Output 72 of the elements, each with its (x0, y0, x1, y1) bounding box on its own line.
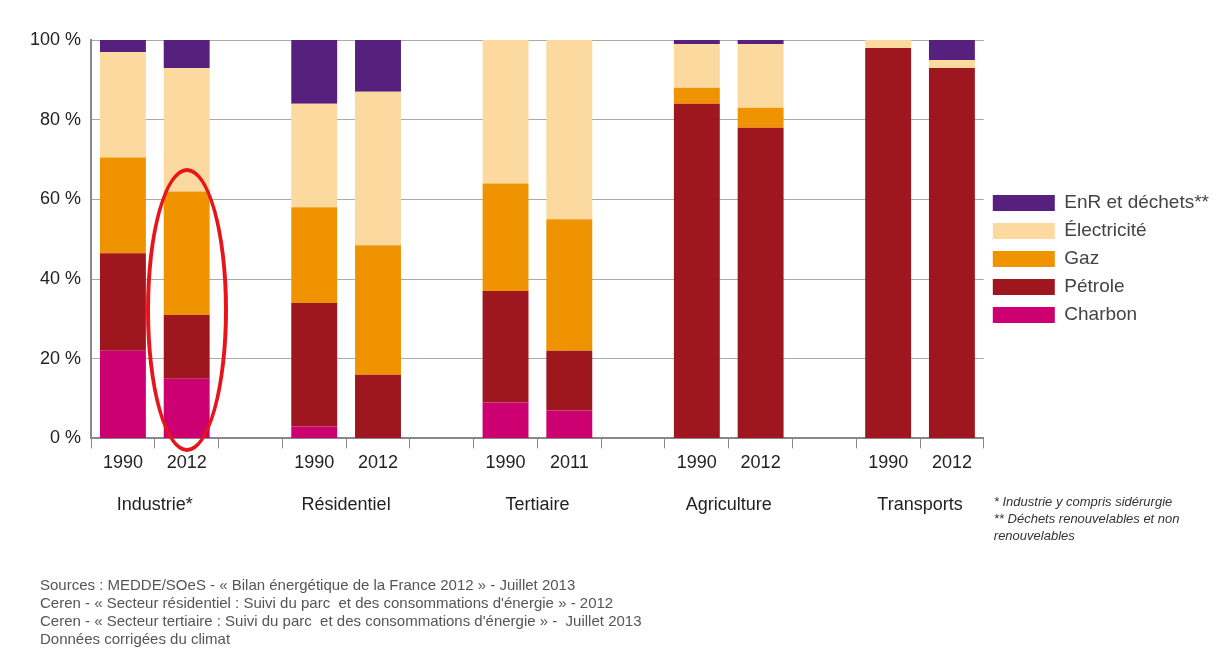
bar (99, 40, 146, 52)
bar (163, 191, 210, 315)
y-tick-label: 0 % (50, 427, 82, 448)
bar (99, 51, 146, 158)
legend-label: EnR et déchets** (1064, 191, 1210, 213)
y-tick-label: 80 % (40, 108, 82, 129)
legend-label: Pétrole (1064, 275, 1125, 297)
bar (928, 40, 975, 60)
y-tick-label: 100 % (29, 28, 82, 49)
bar (546, 350, 593, 411)
bar (291, 207, 338, 303)
y-tick-label: 20 % (40, 347, 82, 368)
x-tick-label: 2012 (740, 452, 781, 473)
source-note: Sources : MEDDE/SOeS - « Bilan énergétique de la France 2012 » - Juillet 2013 (40, 576, 576, 594)
bar (482, 402, 529, 438)
bar (482, 40, 529, 184)
legend-label: Électricité (1064, 219, 1147, 241)
text: Résidentiel (301, 494, 391, 515)
bar (673, 87, 720, 104)
x-tick-label: 2012 (931, 452, 972, 473)
bar (673, 40, 720, 44)
y-tick-label: 60 % (40, 188, 82, 209)
text: Transports (877, 494, 963, 515)
bar (482, 290, 529, 403)
x-tick-label: 1990 (676, 452, 717, 473)
legend-label: Gaz (1064, 247, 1100, 269)
x-tick-label: 1990 (294, 452, 335, 473)
x-tick-label: 1990 (485, 452, 526, 473)
bar (291, 40, 338, 104)
bar (355, 91, 401, 246)
x-tick-label: 1990 (102, 452, 143, 473)
bar (737, 127, 784, 438)
bar (163, 40, 210, 68)
bar (928, 67, 975, 438)
bar (482, 183, 529, 291)
bar (928, 59, 975, 68)
x-tick-label: 2012 (166, 452, 207, 473)
text: Données corrigées du climat (40, 630, 231, 648)
legend-label: Charbon (1064, 303, 1138, 325)
bar (163, 314, 210, 379)
bar (865, 40, 912, 48)
bar (163, 378, 210, 438)
text: Ceren - « Secteur résidentiel : Suivi du parc et des consommations d'énergie » - 2012 (40, 594, 614, 612)
bar (546, 410, 593, 438)
bar (355, 245, 401, 375)
bar (865, 47, 912, 438)
bar (737, 43, 784, 108)
bar (291, 302, 338, 427)
bar (163, 67, 210, 192)
bar (355, 374, 401, 438)
bar (99, 350, 146, 438)
bar (737, 107, 784, 128)
text: Tertiaire (505, 494, 570, 515)
x-tick-label: 1990 (868, 452, 909, 473)
text: Agriculture (685, 494, 772, 515)
text: ** Déchets renouvelables et non renouvelables (993, 510, 1180, 543)
bar (546, 219, 593, 351)
bar (291, 426, 338, 438)
bar (99, 157, 146, 254)
bar (291, 103, 338, 208)
bar (737, 40, 784, 44)
x-tick-label: 2012 (357, 452, 399, 473)
text: Industrie* (116, 494, 193, 515)
bar (673, 43, 720, 88)
bar (546, 40, 593, 220)
text: * Industrie y compris sidérurgie (993, 493, 1173, 509)
bar (99, 253, 146, 351)
bar (355, 40, 401, 92)
y-tick-label: 40 % (40, 268, 82, 289)
bar (673, 103, 720, 438)
x-tick-label: 2011 (549, 452, 589, 473)
text: Ceren - « Secteur tertiaire : Suivi du parc et des consommations d'énergie » - Juillet 2013 (40, 612, 642, 630)
